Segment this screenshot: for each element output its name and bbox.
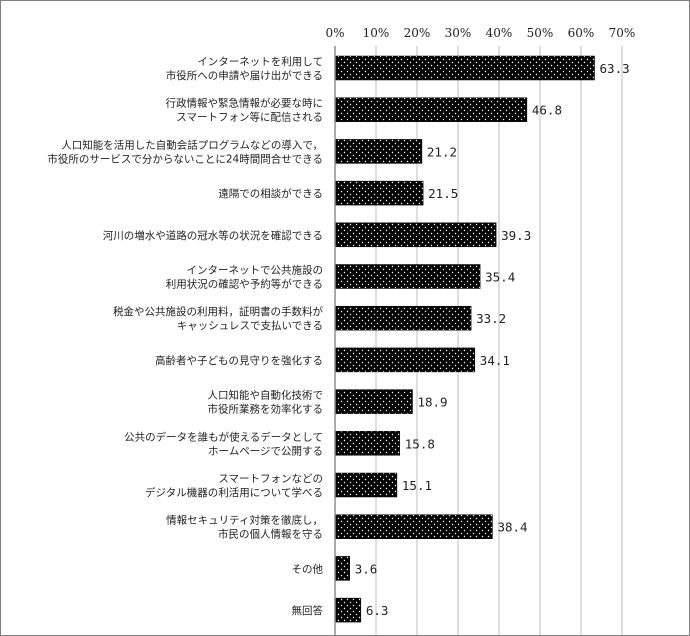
value-label: 21.5 xyxy=(428,186,458,201)
bar xyxy=(335,472,398,498)
bar xyxy=(335,222,497,248)
category-label: 無回答 xyxy=(292,604,324,617)
bar xyxy=(335,139,423,164)
bar xyxy=(335,347,476,373)
value-label: 34.1 xyxy=(480,353,510,368)
tick-label: 40% xyxy=(486,26,513,40)
category-label: 公共のデータを誰もが使えるデータとして xyxy=(124,430,323,443)
value-label: 39.3 xyxy=(501,228,531,243)
category-label: その他 xyxy=(292,562,324,575)
bar xyxy=(335,556,351,581)
tick-label: 0% xyxy=(325,26,344,40)
bar xyxy=(335,389,413,414)
category-label: 高齢者や子どもの見守りを強化する xyxy=(155,354,323,367)
bar xyxy=(335,55,595,81)
category-label: 遠隔での相談ができる xyxy=(218,187,323,200)
tick-label: 70% xyxy=(609,26,636,40)
value-label: 38.4 xyxy=(497,520,527,535)
bar xyxy=(335,180,424,206)
bar xyxy=(335,97,528,122)
category-label: インターネットで公共施設の xyxy=(187,264,324,277)
category-label: 人口知能や自動化技術で xyxy=(208,389,324,402)
category-label: 利用状況の確認や予約等ができる xyxy=(166,278,323,291)
category-label: 情報セキュリティ対策を徹底し， xyxy=(166,514,323,527)
category-label: スマートフォンなどの xyxy=(218,473,323,485)
value-label: 15.8 xyxy=(405,436,435,451)
category-label: 人口知能を活用した自動会話プログラムなどの導入で， xyxy=(61,138,323,151)
category-labels: インターネットを利用して市役所への申請や届け出ができる行政情報や緊急情報が必要な… xyxy=(47,56,323,617)
tick-label: 50% xyxy=(527,26,554,40)
category-label: 税金や公共施設の利用料，証明書の手数料が xyxy=(113,305,323,318)
category-label: 行政情報や緊急情報が必要な時に xyxy=(166,97,324,110)
bar xyxy=(335,305,472,331)
value-label: 15.1 xyxy=(402,478,432,493)
value-label: 18.9 xyxy=(417,395,447,410)
bar xyxy=(335,431,401,456)
value-label: 33.2 xyxy=(476,311,506,326)
bar xyxy=(335,514,493,539)
tick-label: 20% xyxy=(404,26,431,40)
tick-label: 60% xyxy=(568,26,595,40)
category-label: ホームページで公開する xyxy=(208,445,323,457)
value-label: 3.6 xyxy=(355,561,378,576)
tick-label: 30% xyxy=(445,26,472,40)
x-axis-ticks: 0% 10% 20% 30% 40% 50% 60% 70% xyxy=(325,26,635,40)
value-label: 6.3 xyxy=(366,603,389,618)
category-label: スマートフォン等に配信される xyxy=(176,111,323,124)
category-label: 市役所への申請や届け出ができる xyxy=(166,69,323,82)
value-label: 46.8 xyxy=(532,103,562,118)
category-label: デジタル機器の利活用について学べる xyxy=(145,486,323,499)
bar xyxy=(335,597,362,623)
category-label: キャッシュレスで支払いできる xyxy=(177,319,323,332)
category-label: 市役所業務を効率化する xyxy=(208,403,324,416)
category-label: インターネットを利用して xyxy=(197,56,323,68)
bar xyxy=(335,264,481,289)
category-label: 市役所のサービスで分からないことに24時間問合せできる xyxy=(47,152,323,165)
value-label: 63.3 xyxy=(600,61,630,76)
grid-lines xyxy=(334,46,623,635)
value-label: 35.4 xyxy=(485,270,515,285)
value-label: 21.2 xyxy=(427,144,457,159)
category-label: 市民の個人情報を守る xyxy=(218,528,323,541)
tick-label: 10% xyxy=(363,26,390,40)
bars: 63.3 46.8 21.2 21.5 39.3 35.4 33.2 34.1 18.9 15.8… xyxy=(335,55,630,623)
category-label: 河川の増水や道路の冠水等の状況を確認できる xyxy=(103,229,323,242)
